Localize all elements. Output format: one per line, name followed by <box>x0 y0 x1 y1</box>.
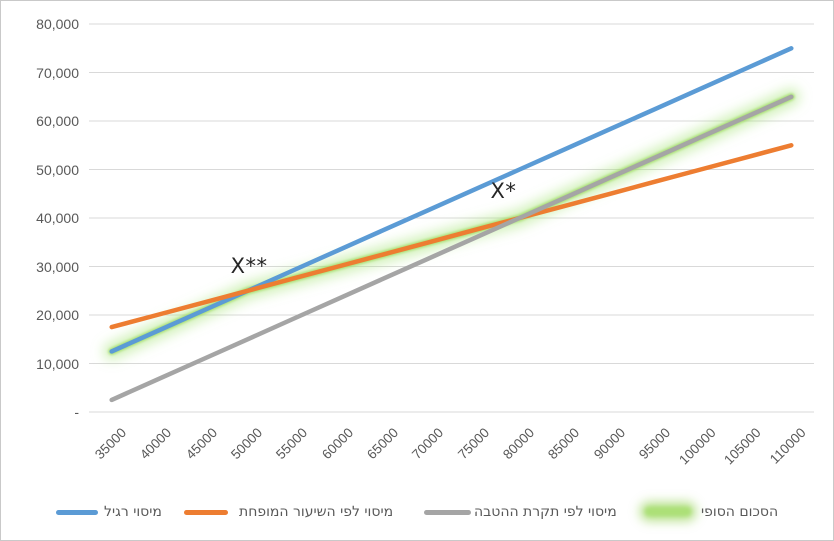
series-line-regular-tax[interactable] <box>109 46 794 354</box>
y-tick-label: 40,000 <box>36 210 79 226</box>
legend-label-benefit-cap[interactable]: מיסוי לפי תקרת ההטבה <box>474 504 617 520</box>
legend-marker-final-amount[interactable] <box>644 506 692 517</box>
y-tick-label: 70,000 <box>36 64 79 81</box>
legend-label-reduced-rate[interactable]: מיסוי לפי השיעור המופחת <box>239 504 394 520</box>
y-tick-label: - <box>74 404 79 420</box>
legend-label-regular-tax[interactable]: מיסוי רגיל <box>104 504 162 520</box>
gridlines <box>89 23 814 413</box>
legend-marker-benefit-cap[interactable] <box>424 510 471 515</box>
legend-marker-regular-tax[interactable] <box>56 510 98 515</box>
y-tick-label: 30,000 <box>36 258 79 275</box>
y-tick-label: 80,000 <box>36 16 79 32</box>
legend-marker-reduced-rate[interactable] <box>184 510 228 515</box>
series-line-benefit-cap[interactable] <box>109 94 794 403</box>
y-tick-label: 50,000 <box>36 161 79 178</box>
series-glow-halo <box>103 88 800 360</box>
series-line-reduced-rate[interactable] <box>109 143 794 330</box>
annotation-Xstarstar[interactable]: X** <box>230 253 268 278</box>
series-lines <box>103 46 800 403</box>
y-tick-label: 60,000 <box>36 113 79 129</box>
y-tick-label: 20,000 <box>36 307 79 323</box>
y-tick-label: 10,000 <box>36 355 79 372</box>
legend-label-final-amount[interactable]: הסכום הסופי <box>701 504 779 520</box>
annotation-Xstar[interactable]: X* <box>490 179 517 203</box>
